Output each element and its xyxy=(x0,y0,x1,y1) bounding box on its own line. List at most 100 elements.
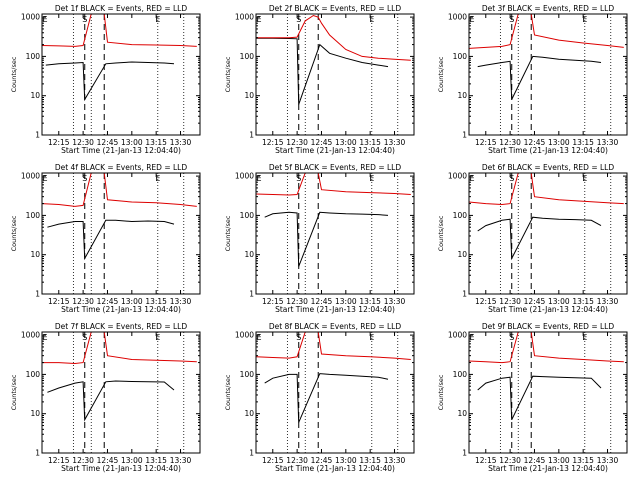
series-line-lld xyxy=(42,331,197,365)
x-tick-label: 12:30 xyxy=(286,138,308,147)
y-axis-label: Counts/sec xyxy=(437,374,445,410)
y-tick-label: 10 xyxy=(30,409,40,418)
x-tick-label: 12:15 xyxy=(475,456,497,465)
x-axis-label: Start Time (21-Jan-13 12:04:40) xyxy=(275,464,395,473)
y-tick-label: 1 xyxy=(35,290,40,299)
x-tick-label: 13:00 xyxy=(121,297,143,306)
time-marker-label: E xyxy=(155,174,160,183)
chart-title: Det 9f BLACK = Events, RED = LLD xyxy=(482,322,615,331)
time-marker-label: E xyxy=(470,15,475,24)
y-tick-label: 1000 xyxy=(235,13,254,22)
series-line-events xyxy=(477,375,602,421)
time-marker-label: E xyxy=(43,333,48,342)
time-marker-label: S xyxy=(296,333,301,342)
time-marker-label: S xyxy=(82,174,87,183)
y-tick-label: 1000 xyxy=(21,172,40,181)
x-tick-label: 12:45 xyxy=(311,297,333,306)
chart-title: Det 1f BLACK = Events, RED = LLD xyxy=(55,4,188,13)
y-tick-label: 10 xyxy=(30,91,40,100)
y-tick-label: 1000 xyxy=(21,331,40,340)
y-axis-label: Counts/sec xyxy=(224,374,232,410)
x-axis-label: Start Time (21-Jan-13 12:04:40) xyxy=(488,146,608,155)
x-tick-label: 12:30 xyxy=(286,456,308,465)
series-line-lld xyxy=(468,172,624,206)
y-tick-label: 10 xyxy=(244,250,254,259)
series-line-lld xyxy=(41,172,197,207)
y-tick-label: 1 xyxy=(249,131,254,140)
y-tick-label: 100 xyxy=(240,211,255,220)
x-tick-label: 12:45 xyxy=(97,456,119,465)
x-tick-label: 12:15 xyxy=(48,138,70,147)
x-tick-label: 12:30 xyxy=(499,456,521,465)
series-line-events xyxy=(477,55,602,100)
x-tick-label: 13:15 xyxy=(572,297,594,306)
y-tick-label: 1000 xyxy=(235,172,254,181)
x-tick-label: 13:15 xyxy=(145,297,167,306)
plot-frame xyxy=(255,13,415,136)
y-axis-label: Counts/sec xyxy=(10,215,18,251)
x-tick-label: 13:00 xyxy=(548,297,570,306)
y-tick-label: 100 xyxy=(240,52,255,61)
y-axis-label: Counts/sec xyxy=(437,215,445,251)
chart-title: Det 3f BLACK = Events, RED = LLD xyxy=(482,4,615,13)
series-line-events xyxy=(264,373,389,423)
y-tick-label: 10 xyxy=(244,409,254,418)
chart-panel-5: Det 5f BLACK = Events, RED = LLD 1 10 100 10… xyxy=(224,163,415,314)
series-line-lld xyxy=(255,172,411,196)
x-tick-label: 12:30 xyxy=(499,138,521,147)
series-line-lld xyxy=(468,13,624,49)
chart-panel-1: Det 1f BLACK = Events, RED = LLD 1 10 100 10… xyxy=(10,4,201,155)
x-tick-label: 13:00 xyxy=(335,138,357,147)
y-tick-label: 1 xyxy=(249,290,254,299)
x-tick-label: 12:45 xyxy=(524,297,546,306)
chart-panel-7: Det 7f BLACK = Events, RED = LLD 1 10 100 10… xyxy=(10,322,201,473)
plot-frame xyxy=(41,13,201,136)
chart-panel-2: Det 2f BLACK = Events, RED = LLD 1 10 100 10… xyxy=(224,4,415,155)
series-line-events xyxy=(47,380,175,422)
x-axis-label: Start Time (21-Jan-13 12:04:40) xyxy=(488,464,608,473)
y-tick-label: 1000 xyxy=(448,172,467,181)
y-tick-label: 1000 xyxy=(21,13,40,22)
plot-frame xyxy=(41,172,201,295)
y-tick-label: 100 xyxy=(26,370,41,379)
x-tick-label: 13:30 xyxy=(384,138,406,147)
series-line-events xyxy=(477,216,602,261)
x-tick-label: 12:15 xyxy=(475,297,497,306)
time-marker-label: E xyxy=(369,333,374,342)
x-tick-label: 12:45 xyxy=(524,138,546,147)
y-axis-label: Counts/sec xyxy=(437,56,445,92)
chart-title: Det 6f BLACK = Events, RED = LLD xyxy=(482,163,615,172)
x-axis-label: Start Time (21-Jan-13 12:04:40) xyxy=(61,305,181,314)
x-tick-label: 12:15 xyxy=(262,297,284,306)
x-tick-label: 13:15 xyxy=(572,456,594,465)
x-tick-label: 12:15 xyxy=(475,138,497,147)
time-marker-label: E xyxy=(43,15,48,24)
series-line-events xyxy=(264,211,389,267)
x-tick-label: 13:30 xyxy=(170,456,192,465)
series-line-lld xyxy=(256,14,411,61)
x-tick-label: 13:15 xyxy=(145,138,167,147)
time-marker-label: E xyxy=(369,15,374,24)
time-marker-label: E xyxy=(155,333,160,342)
y-tick-label: 100 xyxy=(26,211,41,220)
x-tick-label: 12:30 xyxy=(499,297,521,306)
time-marker-label: E xyxy=(470,333,475,342)
time-marker-label: E xyxy=(582,15,587,24)
x-tick-label: 13:30 xyxy=(170,138,192,147)
time-marker-label: E xyxy=(257,174,262,183)
x-tick-label: 12:30 xyxy=(72,456,94,465)
y-tick-label: 10 xyxy=(244,91,254,100)
y-tick-label: 1 xyxy=(35,131,40,140)
series-line-lld xyxy=(468,331,624,364)
chart-title: Det 2f BLACK = Events, RED = LLD xyxy=(269,4,402,13)
time-marker-label: S xyxy=(509,333,514,342)
y-tick-label: 1 xyxy=(35,449,40,458)
x-tick-label: 13:00 xyxy=(548,138,570,147)
chart-panel-9: Det 9f BLACK = Events, RED = LLD 1 10 100 10… xyxy=(437,322,628,473)
x-tick-label: 12:15 xyxy=(48,456,70,465)
x-tick-label: 12:45 xyxy=(311,456,333,465)
y-tick-label: 1 xyxy=(462,131,467,140)
time-marker-label: E xyxy=(155,15,160,24)
plot-frame xyxy=(468,13,628,136)
time-marker-label: S xyxy=(296,174,301,183)
